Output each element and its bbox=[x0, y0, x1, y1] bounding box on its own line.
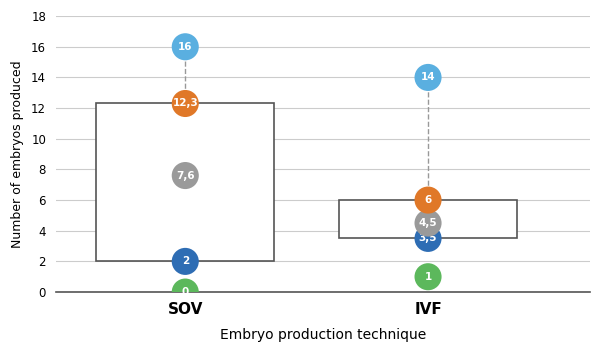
Point bbox=[423, 274, 433, 280]
Point bbox=[423, 235, 433, 241]
Y-axis label: Number of embryos produced: Number of embryos produced bbox=[11, 60, 24, 248]
Point bbox=[423, 74, 433, 80]
Text: 7,6: 7,6 bbox=[176, 170, 195, 180]
Text: 16: 16 bbox=[178, 42, 192, 52]
Point bbox=[180, 258, 190, 264]
Bar bbox=[96, 103, 274, 261]
Text: 6: 6 bbox=[424, 195, 432, 205]
Point bbox=[180, 44, 190, 49]
Point bbox=[423, 220, 433, 226]
Text: 12,3: 12,3 bbox=[172, 98, 198, 108]
Point bbox=[180, 101, 190, 106]
Text: 4,5: 4,5 bbox=[419, 218, 438, 228]
Text: 3,5: 3,5 bbox=[419, 233, 438, 244]
Text: 1: 1 bbox=[424, 272, 432, 282]
Text: 14: 14 bbox=[421, 72, 435, 83]
Text: 2: 2 bbox=[182, 256, 189, 267]
X-axis label: Embryo production technique: Embryo production technique bbox=[220, 328, 426, 342]
Bar bbox=[339, 200, 517, 238]
Point bbox=[180, 289, 190, 295]
Point bbox=[180, 173, 190, 178]
Point bbox=[423, 197, 433, 203]
Text: 0: 0 bbox=[182, 287, 189, 297]
